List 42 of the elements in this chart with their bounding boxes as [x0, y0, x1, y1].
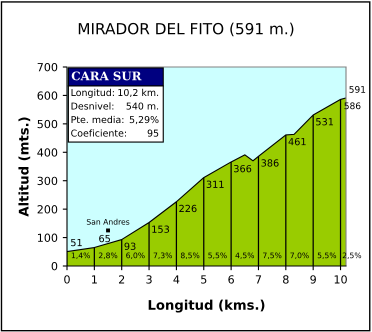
- text: 591: [349, 86, 366, 93]
- y-tick-label: 600: [38, 91, 58, 100]
- text: 366: [234, 164, 252, 172]
- annotation: CARA SUR: [72, 71, 142, 80]
- x-tick-label: 6: [228, 275, 234, 284]
- text: 386: [261, 159, 279, 167]
- x-tick-label: 7: [256, 275, 262, 284]
- text: 51: [71, 238, 82, 246]
- text: 311: [206, 180, 224, 188]
- annotation: Pte. media:: [72, 116, 124, 124]
- annotation: 540 m.: [126, 102, 158, 110]
- y-tick-label: 200: [38, 205, 58, 214]
- text: 153: [152, 226, 170, 233]
- x-axis-title: Longitud (kms.): [148, 300, 264, 313]
- x-tick-label: 3: [146, 275, 152, 284]
- y-axis-title: Altitud (mts.): [18, 117, 30, 217]
- x-tick-label: 1: [92, 275, 97, 284]
- text: 93: [124, 242, 136, 250]
- chart-title: MIRADOR DEL FITO (591 m.): [78, 22, 294, 36]
- text: 531: [316, 118, 334, 126]
- annotation: Desnivel:: [72, 102, 114, 110]
- text: 226: [179, 204, 197, 212]
- x-tick-label: 8: [283, 275, 289, 284]
- annotation: Longitud:: [72, 88, 114, 98]
- y-tick-label: 100: [38, 234, 58, 242]
- x-tick-label: 10: [334, 275, 347, 284]
- x-tick-label: 9: [310, 275, 316, 284]
- text: 461: [288, 138, 306, 146]
- annotation: 10,2 km.: [118, 88, 158, 98]
- y-tick-label: 700: [38, 62, 58, 72]
- y-tick-label: 300: [38, 176, 58, 186]
- y-tick-label: 0: [52, 262, 58, 270]
- annotation: 5,29%: [130, 116, 159, 124]
- text: 65: [99, 234, 110, 242]
- x-tick-label: 4: [173, 275, 180, 284]
- x-tick-label: 5: [201, 275, 206, 284]
- x-tick-label: 2: [118, 275, 124, 284]
- annotation: Coeficiente:: [71, 129, 126, 137]
- y-tick-label: 500: [38, 120, 58, 128]
- y-tick-label: 400: [37, 148, 58, 157]
- x-tick-label: 0: [64, 275, 70, 284]
- annotation: 95: [148, 130, 158, 137]
